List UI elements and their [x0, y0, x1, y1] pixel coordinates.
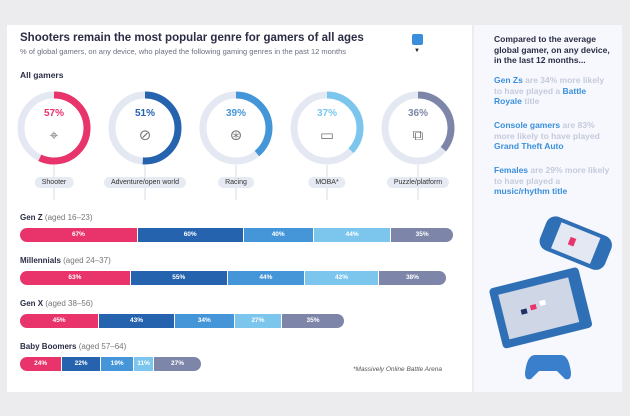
donut-arc	[17, 91, 91, 165]
donut-value: 57%	[44, 108, 64, 119]
stacked-bar: 45% 43% 34% 27% 35%	[20, 314, 344, 328]
donut-value: 36%	[408, 108, 428, 119]
bar-segment-2: 44%	[227, 271, 306, 285]
puzzle-icon: ⧉	[413, 126, 424, 144]
crosshair-icon: ⌖	[50, 126, 59, 144]
donut-value: 51%	[135, 108, 155, 119]
donut-arc	[108, 91, 182, 165]
group-age: (aged 38–56)	[45, 299, 93, 308]
group-age: (aged 16–23)	[44, 213, 93, 222]
donut-arc	[199, 91, 273, 165]
group-age: (aged 24–37)	[63, 256, 111, 265]
donut-arc	[290, 91, 364, 165]
bar-segment-4: 38%	[379, 271, 446, 285]
bar-segment-4: 27%	[153, 357, 202, 371]
bar-segment-4: 35%	[282, 314, 344, 328]
age-group-label: Baby Boomers (aged 57–64)	[20, 342, 126, 351]
bar-chart-icon[interactable]	[412, 34, 423, 45]
group-age: (aged 57–64)	[78, 342, 127, 351]
bar-segment-3: 27%	[234, 314, 283, 328]
side-fact: Gen Zs are 34% more likely to have playe…	[494, 75, 605, 106]
bar-segment-0: 24%	[20, 357, 63, 371]
map-icon: ▭	[320, 126, 334, 144]
donut-charts: 57% ⌖ 51% ⊘ 39% ⊛ 37% ▭ 36% ⧉	[17, 91, 455, 200]
genre-label: Racing	[218, 177, 254, 188]
bar-segment-0: 67%	[20, 228, 138, 242]
stacked-bar: 63% 55% 44% 42% 38%	[20, 271, 446, 285]
bar-segment-1: 43%	[99, 314, 175, 328]
compass-icon: ⊘	[139, 126, 152, 144]
bar-segment-1: 55%	[130, 271, 228, 285]
footnote: *Massively Online Battle Arena	[353, 366, 442, 373]
steering-wheel-icon: ⊛	[230, 126, 243, 144]
bar-segment-1: 60%	[137, 228, 244, 242]
bar-segment-2: 34%	[174, 314, 235, 328]
genre-label: Puzzle/platform	[386, 177, 450, 188]
bar-segment-2: 40%	[243, 228, 314, 242]
donut-value: 37%	[317, 108, 337, 119]
all-gamers-label: All gamers	[20, 70, 64, 80]
bar-segment-3: 11%	[134, 357, 154, 371]
bar-segment-2: 19%	[100, 357, 135, 371]
side-fact: Females are 29% more likely to have play…	[494, 165, 610, 196]
group-name: Millennials	[20, 256, 61, 265]
genre-label: Shooter	[34, 177, 74, 188]
main-card	[7, 25, 472, 392]
bar-segment-3: 42%	[305, 271, 380, 285]
group-name: Baby Boomers	[20, 342, 77, 351]
donut-value: 39%	[226, 108, 246, 119]
stacked-bar: 67% 60% 40% 44% 35%	[20, 228, 453, 242]
donut-arc	[381, 91, 455, 165]
age-group-label: Gen X (aged 38–56)	[20, 299, 93, 308]
bar-segment-1: 22%	[62, 357, 101, 371]
bar-segment-4: 35%	[391, 228, 453, 242]
group-name: Gen X	[20, 299, 44, 308]
age-group-label: Gen Z (aged 16–23)	[20, 213, 93, 222]
chart-title: Shooters remain the most popular genre f…	[20, 32, 364, 44]
group-name: Gen Z	[20, 213, 43, 222]
side-heading: Compared to the average global gamer, on…	[494, 34, 610, 65]
side-fact: Console gamers are 83% more likely to ha…	[494, 120, 600, 151]
genre-label: Adventure/open world	[103, 177, 187, 188]
dropdown-arrow-icon[interactable]: ▼	[414, 48, 420, 54]
genre-label: MOBA*	[308, 177, 346, 188]
bar-segment-0: 63%	[20, 271, 131, 285]
stacked-bar: 24% 22% 19% 11% 27%	[20, 357, 202, 371]
bar-segment-3: 44%	[313, 228, 392, 242]
chart-subtitle: % of global gamers, on any device, who p…	[20, 47, 347, 56]
gaming-devices-illustration	[489, 216, 612, 380]
age-group-label: Millennials (aged 24–37)	[20, 256, 111, 265]
bar-segment-0: 45%	[20, 314, 100, 328]
